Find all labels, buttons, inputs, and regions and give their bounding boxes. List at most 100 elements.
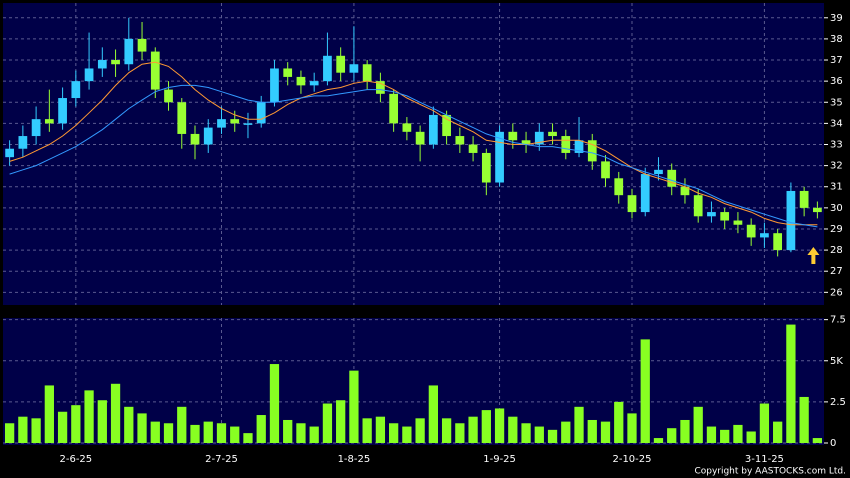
y-tick-label: 35 (830, 97, 843, 108)
candle-body (733, 220, 743, 225)
candle-body (309, 81, 319, 86)
y2-tick-label: 0 (830, 438, 836, 449)
volume-bar (441, 418, 452, 443)
volume-bar (375, 416, 386, 443)
candle-body (18, 136, 28, 149)
volume-bar (547, 429, 558, 443)
candle-body (521, 140, 531, 145)
volume-bar (786, 324, 796, 443)
y2-tick-label: 2.5 (830, 397, 846, 408)
candle-body (574, 140, 584, 153)
candle-body (349, 64, 359, 73)
candle-body (84, 68, 94, 82)
ma10-line (9, 61, 818, 226)
volume-bar (720, 429, 730, 443)
candle-body (256, 102, 266, 124)
volume-bar (296, 423, 306, 443)
candle-body (415, 131, 425, 145)
volume-bar (322, 403, 333, 443)
candle-body (58, 98, 67, 124)
candle-body (402, 123, 412, 132)
volume-bar (31, 418, 41, 443)
volume-bar (389, 423, 399, 443)
candle-body (468, 144, 478, 153)
y-tick-label: 30 (830, 203, 843, 214)
volume-bar (508, 416, 518, 443)
y-tick-label: 31 (830, 182, 843, 193)
candle-body (150, 51, 160, 90)
candle-body (190, 133, 200, 145)
volume-bar (44, 385, 54, 443)
x-tick-label: 2-6-25 (59, 454, 92, 465)
x-tick-label: 2-7-25 (205, 454, 238, 465)
volume-bar (627, 413, 637, 443)
volume-bar (124, 406, 134, 443)
volume-bar (799, 396, 809, 443)
candle-body (693, 195, 703, 217)
y-tick-label: 29 (830, 224, 843, 235)
candle-body (111, 60, 120, 65)
y-tick-label: 36 (830, 76, 843, 87)
volume-bar (256, 415, 266, 443)
candle-body (481, 152, 491, 183)
candle-body (786, 190, 796, 251)
volume-bar (494, 408, 505, 443)
y2-tick-label: 7.5 (830, 315, 846, 326)
candle-body (760, 233, 769, 238)
volume-bar (468, 416, 478, 443)
candle-body (455, 136, 465, 145)
candle-body (707, 212, 716, 217)
y-tick-label: 32 (830, 161, 843, 172)
candle-body (442, 114, 451, 137)
y-tick-label: 37 (830, 55, 843, 66)
candle-body (680, 186, 690, 196)
volume-bar (402, 426, 412, 443)
candle-body (720, 212, 730, 221)
candle-body (230, 119, 240, 124)
candle-body (270, 68, 279, 103)
volume-bar (614, 401, 624, 443)
candle-body (548, 131, 557, 137)
price-panel (3, 3, 824, 305)
volume-bar (309, 426, 319, 443)
volume-bar (574, 406, 584, 443)
y-tick-label: 26 (830, 287, 843, 298)
candle-body (508, 131, 518, 141)
y-tick-label: 38 (830, 34, 843, 45)
candle-body (5, 148, 14, 158)
volume-bar (243, 433, 253, 443)
volume-bar (428, 385, 438, 443)
candle-body (799, 190, 809, 208)
candle-body (534, 131, 544, 145)
candle-body (177, 102, 187, 134)
volume-bar (203, 421, 213, 443)
candle-body (813, 207, 822, 213)
volume-bar (600, 421, 611, 443)
volume-bar (362, 418, 372, 443)
volume-bar (706, 426, 717, 443)
volume-bar (561, 421, 571, 443)
volume-bar (97, 400, 107, 443)
volume-bar (269, 364, 280, 443)
x-tick-label: 1-9-25 (483, 454, 516, 465)
copyright: Copyright by AASTOCKS.com Ltd. (694, 467, 846, 477)
volume-bar (521, 423, 531, 443)
volume-bar (534, 426, 544, 443)
volume-bar (481, 410, 491, 443)
volume-bar (283, 419, 293, 443)
volume-bar (640, 339, 650, 443)
y-tick-label: 27 (830, 266, 843, 277)
candle-body (164, 89, 173, 103)
candle-body (44, 119, 54, 124)
volume-bar (455, 423, 465, 443)
candle-body (71, 81, 81, 99)
candle-body (97, 60, 107, 69)
candle-body (336, 55, 346, 73)
volume-bar (746, 431, 756, 443)
y-tick-label: 34 (830, 118, 843, 129)
volume-bar (759, 403, 770, 443)
volume-bar (177, 406, 187, 443)
y-tick-label: 28 (830, 245, 843, 256)
candle-body (640, 174, 650, 213)
